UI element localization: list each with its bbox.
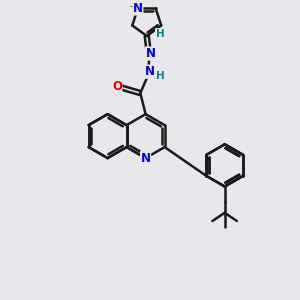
Text: N: N (145, 65, 155, 78)
Text: H: H (156, 28, 164, 39)
Text: O: O (112, 80, 122, 93)
Text: H: H (157, 70, 165, 80)
Text: N: N (133, 2, 143, 15)
Text: N: N (141, 152, 151, 165)
Text: N: N (146, 47, 156, 60)
